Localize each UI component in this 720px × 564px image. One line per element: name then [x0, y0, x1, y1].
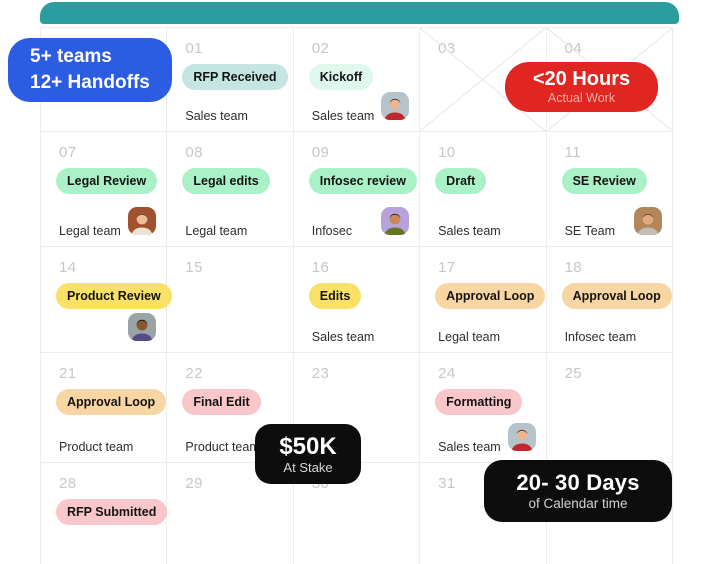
hours-value-label: <20 Hours: [532, 68, 631, 90]
team-label: Sales team: [438, 224, 501, 238]
event-pill: Approval Loop: [56, 389, 167, 415]
team-label: Product team: [185, 440, 260, 454]
event-pill: Product Review: [56, 283, 172, 309]
stake-value-label: $50K: [279, 432, 337, 460]
stake-caption-label: At Stake: [283, 459, 333, 475]
event-pill: Approval Loop: [561, 283, 672, 309]
calendar-cell-18: 18 Approval Loop Infosec team: [546, 247, 673, 353]
day-number: 01: [185, 40, 203, 57]
avatar-man-brown: [633, 207, 662, 235]
team-label: Infosec team: [564, 330, 637, 344]
avatar-woman-red: [507, 423, 536, 451]
crossed-out-marks: [420, 28, 545, 131]
calendar-week-row: 14 Product Review 15 16 Edits Sales team…: [41, 247, 673, 353]
day-number: 10: [438, 144, 456, 161]
event-pill: RFP Received: [182, 64, 288, 90]
team-label: Legal team: [59, 224, 121, 238]
day-number: 16: [311, 259, 330, 276]
handoffs-count-label: 12+ Handoffs: [30, 72, 150, 93]
at-stake-badge: $50K At Stake: [255, 424, 361, 484]
actual-work-hours-badge: <20 Hours Actual Work: [505, 62, 658, 112]
team-label: Legal team: [438, 330, 501, 344]
calendar-cell-16: 16 Edits Sales team: [293, 247, 421, 353]
calendar-cell-09: 09 Infosec review Infosec: [293, 132, 421, 247]
avatar-man-gray: [128, 313, 157, 341]
event-pill: Formatting: [435, 389, 523, 415]
day-number: 17: [438, 259, 456, 276]
team-label: Infosec: [311, 224, 353, 238]
event-pill: Draft: [435, 168, 487, 194]
calendar-cell-10: 10 Draft Sales team: [420, 132, 547, 247]
day-number: 31: [438, 475, 456, 492]
calendar-cell-01: 01 RFP Received Sales team: [167, 28, 294, 132]
day-number: 11: [564, 144, 581, 161]
days-caption-label: of Calendar time: [528, 496, 628, 511]
calendar-cell-25: 25: [546, 353, 673, 463]
day-number: 15: [185, 259, 203, 276]
calendar-time-badge: 20- 30 Days of Calendar time: [484, 460, 672, 522]
calendar-cell-02: 02 Kickoff Sales team: [293, 28, 421, 132]
calendar-week-row: 01 RFP Received Sales team 02 Kickoff Sa…: [41, 28, 673, 132]
calendar-cell-07: 07 Legal Review Legal team: [41, 132, 168, 247]
event-pill: Edits: [308, 283, 362, 309]
calendar-cell-21: 21 Approval Loop Product team: [41, 353, 168, 463]
event-pill: Approval Loop: [435, 283, 546, 309]
team-label: Product team: [59, 440, 134, 454]
team-label: Sales team: [438, 440, 501, 454]
team-label: SE Team: [564, 224, 616, 238]
calendar-cell-24: 24 Formatting Sales team: [420, 353, 547, 463]
hours-caption-label: Actual Work: [547, 91, 616, 105]
day-number: 09: [311, 144, 330, 161]
event-pill: Legal edits: [182, 168, 270, 194]
teams-count-label: 5+ teams: [30, 46, 112, 67]
day-number: 29: [185, 475, 203, 492]
calendar-cell-08: 08 Legal edits Legal team: [167, 132, 294, 247]
avatar-man-purple: [381, 207, 410, 235]
day-number: 14: [59, 259, 77, 276]
team-label: Sales team: [185, 109, 248, 123]
calendar-cell-blank: [547, 463, 673, 564]
event-pill: Final Edit: [182, 389, 261, 415]
event-pill: Kickoff: [308, 64, 374, 90]
calendar-cell-28: 28 RFP Submitted: [41, 463, 168, 564]
calendar-cell-15: 15: [167, 247, 294, 353]
day-number: 25: [564, 365, 583, 382]
day-number: 24: [438, 365, 456, 382]
avatar-bun-rust: [128, 207, 157, 235]
day-number: 21: [59, 365, 77, 382]
teams-handoffs-badge: 5+ teams 12+ Handoffs: [8, 38, 172, 102]
event-pill: Legal Review: [56, 168, 158, 194]
day-number: 02: [311, 40, 330, 57]
calendar-cell-14: 14 Product Review: [41, 247, 172, 353]
calendar-grid: 01 RFP Received Sales team 02 Kickoff Sa…: [40, 27, 673, 564]
calendar-week-row: 21 Approval Loop Product team 22 Final E…: [41, 353, 673, 463]
day-number: 07: [59, 144, 77, 161]
calendar-cell-11: 11 SE Review SE Team: [546, 132, 673, 247]
days-value-label: 20- 30 Days: [516, 470, 640, 495]
calendar-cell-29: 29: [167, 463, 294, 564]
calendar-cell-17: 17 Approval Loop Legal team: [420, 247, 547, 353]
team-label: Sales team: [311, 109, 375, 123]
event-pill: RFP Submitted: [56, 499, 168, 525]
calendar-week-row: 07 Legal Review Legal team 08 Legal edit…: [41, 132, 673, 247]
day-number: 18: [564, 259, 583, 276]
calendar-week-row: 28 RFP Submitted 29 30 31: [41, 463, 673, 564]
calendar-cell-22: 22 Final Edit Product team: [167, 353, 294, 463]
day-number: 22: [185, 365, 203, 382]
day-number: 28: [59, 475, 77, 492]
team-label: Sales team: [311, 330, 375, 344]
day-number: 08: [185, 144, 203, 161]
day-number: 23: [311, 365, 330, 382]
avatar-woman-red: [381, 92, 410, 120]
event-pill: SE Review: [561, 168, 647, 194]
top-accent-bar: [40, 2, 679, 24]
event-pill: Infosec review: [308, 168, 417, 194]
team-label: Legal team: [185, 224, 248, 238]
